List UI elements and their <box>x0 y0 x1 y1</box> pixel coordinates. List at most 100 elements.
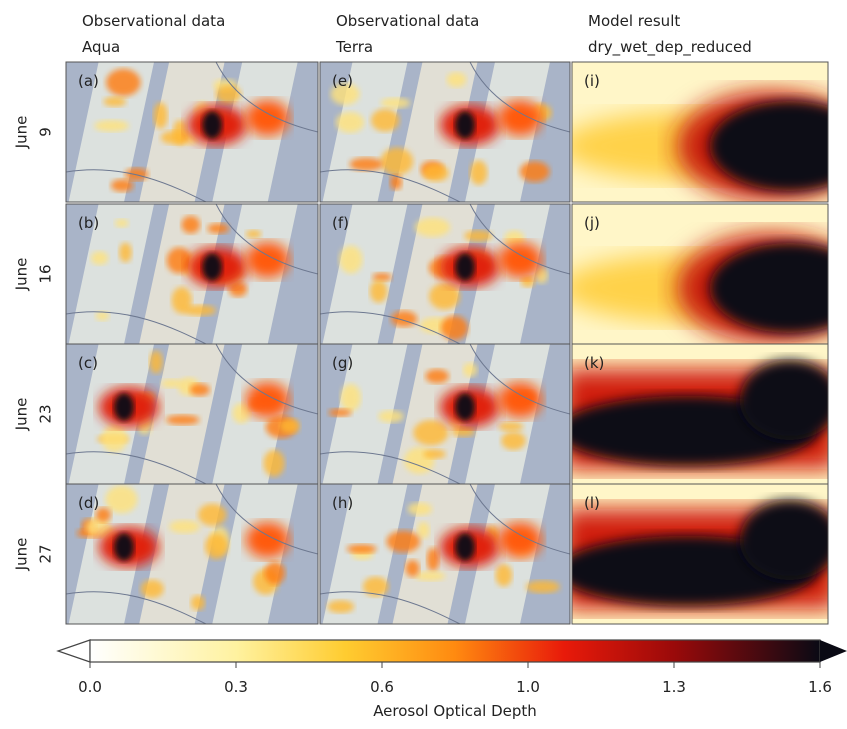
column-title: Observational data <box>336 12 479 30</box>
aerosol-patch <box>166 247 192 274</box>
panel-frame <box>65 483 319 625</box>
panel-label: (i) <box>584 72 600 90</box>
coastline <box>320 204 570 344</box>
satellite-swath <box>68 62 155 202</box>
aerosol-plume <box>245 100 290 136</box>
aerosol-patch <box>169 520 200 534</box>
aerosol-patch <box>426 547 440 572</box>
panel-label: (k) <box>584 354 604 372</box>
row-day: 27 <box>37 544 55 563</box>
aerosol-patch <box>190 595 206 611</box>
aerosol-patch <box>181 215 201 234</box>
row-day: 16 <box>37 264 55 283</box>
aerosol-plume <box>245 242 290 278</box>
aerosol-plume <box>245 382 290 418</box>
map-panel <box>320 204 570 344</box>
row-month: June <box>13 258 31 292</box>
column-title: Model result <box>588 12 680 30</box>
aerosol-patch <box>165 414 200 425</box>
aerosol-patch <box>407 502 433 516</box>
aerosol-patch <box>446 72 467 88</box>
aerosol-patch <box>327 600 355 614</box>
aerosol-core <box>455 533 475 561</box>
panel-label: (l) <box>584 494 600 512</box>
aerosol-patch <box>279 418 300 434</box>
aerosol-patch <box>520 275 535 288</box>
aerosol-core <box>202 111 223 139</box>
aerosol-patch <box>103 96 127 107</box>
aerosol-patch <box>110 179 134 192</box>
colorbar-label: Aerosol Optical Depth <box>373 702 537 720</box>
aerosol-core <box>455 111 475 139</box>
column-title: Observational data <box>82 12 225 30</box>
panel-label: (e) <box>332 72 353 90</box>
panel-frame <box>319 61 571 203</box>
colorbar-tick-label: 1.3 <box>662 678 686 696</box>
aerosol-patch <box>414 217 451 237</box>
colorbar-bar <box>89 639 821 663</box>
row-month: June <box>13 538 31 572</box>
colorbar-extend-min <box>56 639 91 663</box>
panel-label: (f) <box>332 214 349 232</box>
aerosol-patch <box>124 167 149 181</box>
column-subtitle: Aqua <box>82 38 120 56</box>
aerosol-core <box>455 253 475 281</box>
aerosol-patch <box>369 279 388 303</box>
panel-frame <box>571 483 829 625</box>
aerosol-patch <box>335 111 365 133</box>
aerosol-patch <box>204 533 228 560</box>
aerosol-plume <box>498 522 542 558</box>
map-panel <box>320 344 570 484</box>
aerosol-patch <box>451 426 476 437</box>
panel-label: (j) <box>584 214 600 232</box>
aerosol-patch <box>149 350 163 374</box>
aerosol-patch <box>153 102 168 129</box>
colorbar-tick-label: 0.6 <box>370 678 394 696</box>
panel-label: (b) <box>78 214 99 232</box>
aerosol-patch <box>349 157 384 171</box>
colorbar: Aerosol Optical Depth 0.0 0.3 0.6 1.0 1.3 1.6 <box>56 639 847 720</box>
aerosol-patch <box>414 571 446 581</box>
aerosol-patch <box>114 218 129 228</box>
coastline <box>66 204 318 344</box>
coastline <box>320 62 570 202</box>
satellite-swath <box>392 62 478 202</box>
aerosol-patch <box>183 304 216 316</box>
aerosol-patch <box>501 431 526 451</box>
aerosol-patch <box>232 402 251 424</box>
aerosol-patch <box>535 267 548 284</box>
aerosol-plume <box>498 100 542 136</box>
panel-frame <box>571 61 829 203</box>
aerosol-patch <box>372 272 392 282</box>
aerosol-patch <box>463 362 478 377</box>
satellite-swath <box>68 204 155 344</box>
map-panel <box>66 62 318 202</box>
aerosol-patch <box>94 119 130 132</box>
aerosol-patch <box>519 161 550 183</box>
aerosol-patch <box>525 580 561 594</box>
aerosol-patch <box>440 315 469 341</box>
aerosol-patch <box>330 83 360 105</box>
aerosol-patch <box>417 521 430 539</box>
aerosol-patch <box>378 410 404 423</box>
row-month: June <box>13 398 31 432</box>
map-panel <box>66 344 318 484</box>
map-panel <box>320 62 570 202</box>
aerosol-patch <box>423 449 446 459</box>
panel-label: (g) <box>332 354 353 372</box>
model-core <box>739 500 828 580</box>
aerosol-patch <box>215 85 242 104</box>
column-subtitle: dry_wet_dep_reduced <box>588 38 752 57</box>
aerosol-plume <box>498 242 542 278</box>
aerosol-core <box>202 253 223 281</box>
aerosol-patch <box>189 383 210 397</box>
aerosol-patch <box>105 485 138 514</box>
aerosol-patch <box>171 286 192 314</box>
aerosol-patch <box>207 223 230 234</box>
aerosol-patch <box>380 147 414 176</box>
aerosol-core <box>114 533 134 561</box>
aerosol-patch <box>370 108 400 132</box>
satellite-swath <box>322 62 408 202</box>
aerosol-plume <box>245 522 290 558</box>
